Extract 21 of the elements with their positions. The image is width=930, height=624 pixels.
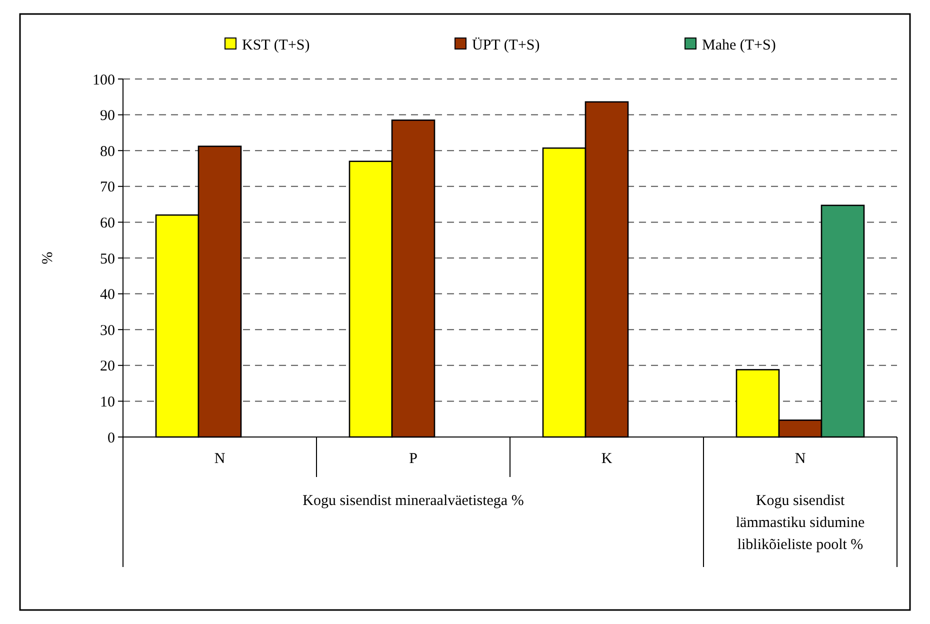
y-tick-label: 20 — [100, 358, 115, 375]
x-tick-label: N — [794, 451, 806, 467]
y-tick-label: 100 — [92, 72, 115, 88]
legend-label: ÜPT (T+S) — [472, 36, 540, 54]
y-tick-label: 40 — [100, 287, 115, 304]
x-tick-label: K — [601, 451, 612, 467]
legend-label: KST (T+S) — [242, 37, 310, 54]
legend-label: Mahe (T+S) — [702, 37, 776, 54]
y-tick-label: 50 — [100, 251, 115, 268]
y-tick-label: 80 — [100, 144, 115, 160]
y-tick-label: 30 — [100, 322, 115, 339]
y-tick-label: 0 — [108, 430, 115, 446]
y-tick-label: 70 — [100, 180, 115, 196]
y-tick-label: 10 — [100, 394, 115, 410]
text: Kogu sisendist mineraalväetistega % — [302, 493, 524, 509]
text: Kogu sisendist lämmastiku sidumine liblikõieliste poolt % — [736, 493, 865, 553]
x-tick-label: N — [214, 451, 226, 467]
y-tick-label: 60 — [100, 215, 115, 232]
y-tick-label: 90 — [100, 108, 115, 124]
y-axis-title: % — [40, 252, 56, 264]
x-tick-label: P — [409, 451, 418, 467]
